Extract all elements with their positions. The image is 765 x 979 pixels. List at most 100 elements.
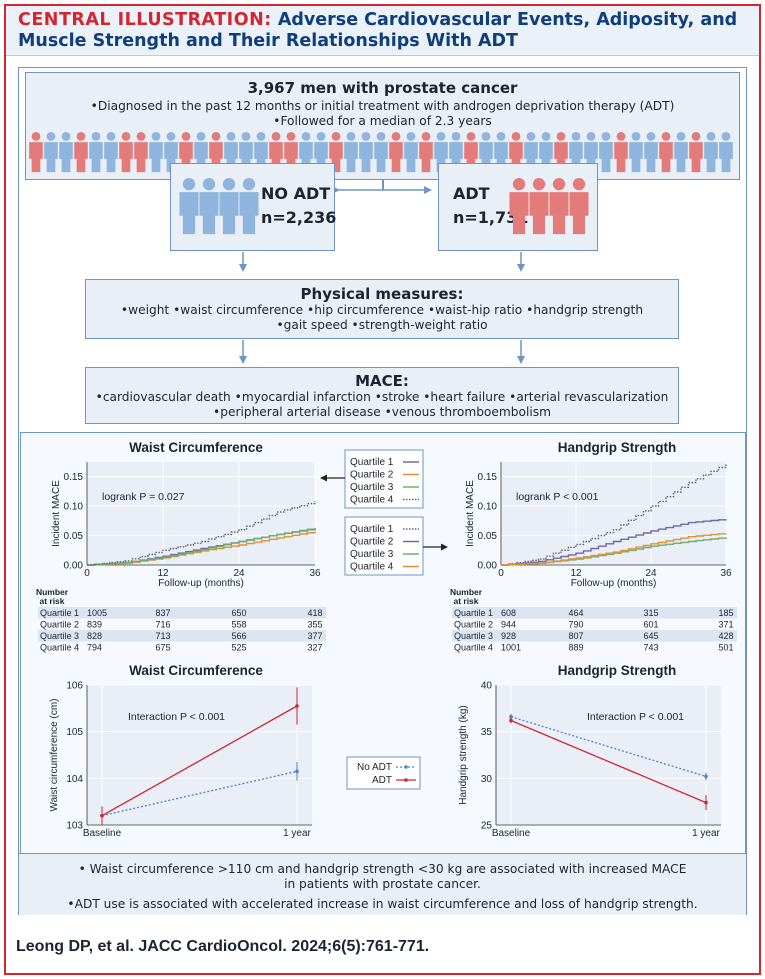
- crowd-person-body: [374, 142, 388, 173]
- km-legend-left-label: Quartile 3: [350, 482, 394, 493]
- interaction-plot-area: [496, 685, 721, 825]
- crowd-person-head: [451, 132, 461, 141]
- crowd-person: [89, 132, 103, 173]
- crowd-person-head: [346, 132, 356, 141]
- interaction-y-tick: 106: [66, 681, 83, 692]
- km-legend-right-label: Quartile 1: [350, 524, 394, 535]
- km-y-tick: 0.10: [64, 502, 84, 513]
- risk-cell: 650: [231, 608, 246, 618]
- title-label: CENTRAL ILLUSTRATION:: [18, 10, 272, 30]
- adt-person: [529, 178, 549, 235]
- risk-header: Number: [450, 587, 483, 597]
- crowd-person-head: [61, 132, 71, 141]
- no-adt-box: NO ADT n=2,236: [170, 163, 336, 251]
- crowd-person-head: [586, 132, 596, 141]
- km-x-tick: 0: [498, 568, 504, 579]
- risk-cell: 837: [155, 608, 170, 618]
- km-title: Waist Circumference: [129, 440, 263, 455]
- crowd-person-body: [719, 142, 733, 173]
- adt-legend-label: No ADT: [357, 762, 392, 773]
- crowd-person: [74, 132, 88, 173]
- crowd-person-body: [644, 142, 658, 173]
- crowd-person-head: [466, 132, 476, 141]
- adt-person-body: [569, 192, 589, 235]
- risk-cell: 828: [87, 631, 102, 641]
- crowd-person-head: [181, 132, 191, 141]
- adt-box: ADT n=1,731: [438, 163, 598, 251]
- cohort-headline: 3,967 men with prostate cancer: [247, 79, 518, 97]
- interaction-series-no-adt: [101, 770, 298, 817]
- no-adt-person-body: [219, 192, 239, 235]
- crowd-person: [29, 132, 43, 173]
- crowd-person-head: [271, 132, 281, 141]
- interaction-y-tick: 25: [481, 821, 493, 832]
- crowd-person-head: [406, 132, 416, 141]
- risk-cell: 315: [643, 608, 658, 618]
- crowd-person-body: [404, 142, 418, 173]
- interaction-y-tick: 104: [66, 774, 83, 785]
- km-plot-area: [501, 462, 726, 565]
- no-adt-person-body: [199, 192, 219, 235]
- km-series-1: [501, 463, 727, 566]
- interaction-x-tick: Baseline: [83, 828, 122, 839]
- crowd-person-body: [359, 142, 373, 173]
- adt-person: [549, 178, 569, 235]
- crowd-person: [389, 132, 403, 173]
- crowd-person-body: [614, 142, 628, 173]
- risk-cell: 327: [307, 643, 322, 653]
- crowd-person-head: [31, 132, 41, 141]
- crowd-person-head: [376, 132, 386, 141]
- km-legend-left-label: Quartile 2: [350, 470, 394, 481]
- km-x-tick: 12: [157, 568, 169, 579]
- mace-box: MACE: •cardiovascular death •myocardial …: [85, 367, 679, 424]
- risk-cell: 418: [307, 608, 322, 618]
- crowd-person-head: [436, 132, 446, 141]
- adt-person-head: [512, 178, 526, 191]
- km-series-4: [501, 533, 727, 566]
- crowd-person: [404, 132, 418, 173]
- risk-row-label: Quartile 3: [454, 631, 493, 641]
- interaction-y-label: Waist circumference (cm): [49, 699, 60, 812]
- km-y-tick: 0.05: [64, 531, 84, 542]
- crowd-person-head: [286, 132, 296, 141]
- no-adt-person-head: [242, 178, 256, 191]
- crowd-person-head: [241, 132, 251, 141]
- risk-cell: 525: [231, 643, 246, 653]
- risk-cell: 675: [155, 643, 170, 653]
- km-x-tick: 24: [233, 568, 245, 579]
- km-y-tick: 0.05: [478, 531, 498, 542]
- crowd-person: [719, 132, 733, 173]
- no-adt-people-icon: [179, 178, 259, 235]
- crowd-person-head: [256, 132, 266, 141]
- crowd-person: [59, 132, 73, 173]
- crowd-person-body: [419, 142, 433, 173]
- title-bar: CENTRAL ILLUSTRATION: Adverse Cardiovasc…: [6, 6, 759, 56]
- adt-person-head: [552, 178, 566, 191]
- crowd-person-body: [44, 142, 58, 173]
- crowd-person-body: [29, 142, 43, 173]
- km-legend-left-label: Quartile 1: [350, 457, 394, 468]
- risk-cell: 839: [87, 620, 102, 630]
- title-text: Adverse Cardiovascular Events, Adiposity…: [18, 10, 738, 51]
- interaction-y-tick: 30: [481, 774, 493, 785]
- crowd-person-head: [721, 132, 731, 141]
- crowd-person-head: [571, 132, 581, 141]
- crowd-person-head: [301, 132, 311, 141]
- no-adt-person-head: [202, 178, 216, 191]
- km-title: Handgrip Strength: [558, 440, 677, 455]
- crowd-person-body: [59, 142, 73, 173]
- figure-frame: [4, 4, 761, 975]
- adt-people-icon: [509, 178, 589, 235]
- crowd-person-head: [331, 132, 341, 141]
- risk-row-band: [38, 630, 326, 642]
- interaction-annotation: Interaction P < 0.001: [587, 711, 684, 723]
- physical-measures-box: Physical measures: •weight •waist circum…: [85, 279, 679, 339]
- km-legend-left-label: Quartile 4: [350, 495, 394, 506]
- interaction-plot-area: [87, 685, 312, 825]
- crowd-person: [359, 132, 373, 173]
- adt-person: [509, 178, 529, 235]
- risk-cell: 743: [643, 643, 658, 653]
- crowd-person: [599, 132, 613, 173]
- risk-cell: 889: [568, 643, 583, 653]
